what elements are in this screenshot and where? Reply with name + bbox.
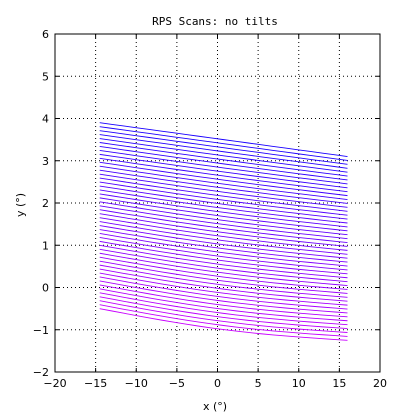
y-tick-label: 5 <box>42 70 49 83</box>
scan-line <box>99 288 348 322</box>
scan-line <box>99 165 348 200</box>
y-tick-label: 0 <box>42 282 49 295</box>
scan-line <box>99 276 348 310</box>
x-tick-label: −5 <box>169 377 185 390</box>
scan-line <box>99 185 348 220</box>
scan-line <box>99 284 348 318</box>
scan-lines <box>99 122 348 341</box>
scan-line <box>99 268 348 302</box>
scan-line <box>99 209 348 243</box>
scan-line <box>99 248 348 283</box>
scan-line <box>99 300 348 333</box>
x-tick-label: −20 <box>43 377 66 390</box>
scan-line <box>99 304 348 337</box>
scan-line <box>99 157 348 193</box>
scan-line <box>99 225 348 259</box>
scan-line <box>99 213 348 247</box>
scan-line <box>99 292 348 326</box>
scan-line <box>99 177 348 212</box>
scan-line <box>99 126 348 161</box>
y-tick-label: 1 <box>42 239 49 252</box>
chart-title: RPS Scans: no tilts <box>152 15 278 28</box>
scan-line <box>99 146 348 181</box>
y-tick-label: −2 <box>33 366 49 379</box>
scan-line <box>99 193 348 228</box>
scan-line <box>99 229 348 263</box>
scan-line <box>99 169 348 204</box>
scan-line <box>99 280 348 314</box>
scan-line <box>99 260 348 294</box>
scan-line <box>99 189 348 224</box>
scan-line <box>99 217 348 251</box>
x-axis-label: x (°) <box>203 400 227 413</box>
y-axis-label: y (°) <box>14 193 27 217</box>
x-tick-label: 20 <box>373 377 387 390</box>
scan-line <box>99 221 348 255</box>
x-tick-label: −10 <box>125 377 148 390</box>
grid-lines <box>55 34 380 372</box>
scan-line <box>99 201 348 236</box>
scan-line <box>99 149 348 185</box>
scan-line <box>99 173 348 208</box>
scan-line <box>99 252 348 287</box>
y-tick-label: −1 <box>33 324 49 337</box>
scan-line <box>99 161 348 197</box>
x-tick-labels: −20 −15 −10 −5 0 5 10 15 20 <box>43 377 387 390</box>
axis-ticks <box>54 33 381 373</box>
scan-line <box>99 205 348 240</box>
y-tick-labels: −2 −1 0 1 2 3 4 5 6 <box>33 28 49 379</box>
scan-line <box>99 240 348 275</box>
y-tick-label: 3 <box>42 155 49 168</box>
scan-line <box>99 122 348 157</box>
scan-line <box>99 272 348 306</box>
y-tick-label: 4 <box>42 113 49 126</box>
scan-line <box>99 244 348 279</box>
x-tick-label: 10 <box>292 377 306 390</box>
y-tick-label: 6 <box>42 28 49 41</box>
scan-line <box>99 138 348 173</box>
x-tick-label: 5 <box>255 377 262 390</box>
x-tick-label: 0 <box>214 377 221 390</box>
scan-line <box>99 296 348 330</box>
scan-line <box>99 134 348 169</box>
y-tick-label: 2 <box>42 197 49 210</box>
scan-line <box>99 233 348 267</box>
scan-line <box>99 308 348 341</box>
x-tick-label: 15 <box>332 377 346 390</box>
x-tick-label: −15 <box>84 377 107 390</box>
scan-line <box>99 181 348 216</box>
scan-line <box>99 153 348 189</box>
scan-line <box>99 142 348 177</box>
scan-line <box>99 264 348 298</box>
scan-line <box>99 256 348 290</box>
scan-line <box>99 197 348 232</box>
scan-line <box>99 236 348 271</box>
scan-line <box>99 130 348 165</box>
